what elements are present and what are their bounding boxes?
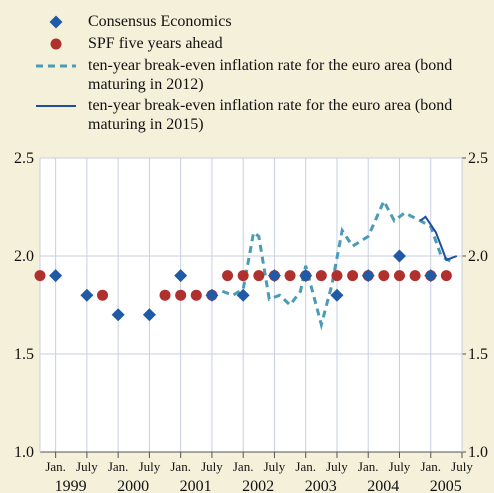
diamond-point xyxy=(111,308,125,322)
plot-area xyxy=(40,158,462,452)
y2-tick-label: 2.5 xyxy=(468,150,488,167)
x-tick-label: Jan. xyxy=(358,459,379,474)
diamond-point xyxy=(205,288,219,302)
y2-tick-label: 1.5 xyxy=(468,346,488,363)
x-tick-label: Jan. xyxy=(45,459,66,474)
circle-point xyxy=(190,289,202,301)
circle-point xyxy=(409,270,421,282)
y2-tick-label: 2.0 xyxy=(468,248,488,265)
circle-point xyxy=(378,270,390,282)
x-tick-label: July xyxy=(139,459,161,474)
line-series xyxy=(419,215,458,262)
y-tick-label: 1.5 xyxy=(14,346,34,363)
diamond-point xyxy=(80,288,94,302)
circle-point xyxy=(97,289,109,301)
x-tick-label: July xyxy=(76,459,98,474)
legend-label: ten-year break-even inflation rate for t… xyxy=(88,97,453,133)
x-tick-label: July xyxy=(389,459,411,474)
circle-point xyxy=(222,270,234,282)
diamond-point xyxy=(142,308,156,322)
x-tick-label: Jan. xyxy=(420,459,441,474)
year-label: 2004 xyxy=(367,478,399,493)
diamond-point xyxy=(174,269,188,283)
x-tick-label: July xyxy=(451,459,473,474)
x-tick-label: Jan. xyxy=(233,459,254,474)
x-tick-label: Jan. xyxy=(108,459,129,474)
circle-point xyxy=(284,270,296,282)
circle-point xyxy=(159,289,171,301)
circle-point xyxy=(175,289,187,301)
diamond-point xyxy=(361,269,375,283)
circle-point xyxy=(440,270,452,282)
circle-point xyxy=(237,270,249,282)
year-label: 1999 xyxy=(55,478,87,493)
legend-label: ten-year break-even inflation rate for t… xyxy=(88,57,453,93)
line-series xyxy=(221,197,453,331)
x-tick-label: July xyxy=(326,459,348,474)
year-label: 2001 xyxy=(180,478,212,493)
circle-point xyxy=(347,270,359,282)
year-label: 2003 xyxy=(305,478,337,493)
diamond-point xyxy=(299,269,313,283)
y-tick-label: 2.5 xyxy=(14,150,34,167)
year-label: 2002 xyxy=(242,478,274,493)
x-tick-label: July xyxy=(264,459,286,474)
x-tick-label: July xyxy=(201,459,223,474)
year-label: 2005 xyxy=(430,478,462,493)
circle-point xyxy=(34,270,46,282)
legend-label: Consensus Economics xyxy=(88,13,232,30)
circle-point xyxy=(315,270,327,282)
circle-point xyxy=(331,270,343,282)
diamond-point xyxy=(392,249,406,263)
x-tick-label: Jan. xyxy=(170,459,191,474)
legend-marker xyxy=(49,15,63,29)
legend-label: SPF five years ahead xyxy=(88,35,223,52)
diamond-point xyxy=(49,269,63,283)
diamond-point xyxy=(236,288,250,302)
diamond-point xyxy=(267,269,281,283)
diamond-point xyxy=(330,288,344,302)
circle-point xyxy=(393,270,405,282)
diamond-point xyxy=(424,269,438,283)
y2-tick-label: 1.0 xyxy=(468,444,488,461)
y-tick-label: 2.0 xyxy=(14,248,34,265)
legend-marker xyxy=(50,38,62,50)
circle-point xyxy=(253,270,265,282)
y-tick-label: 1.0 xyxy=(14,444,34,461)
x-tick-label: Jan. xyxy=(295,459,316,474)
year-label: 2000 xyxy=(117,478,149,493)
